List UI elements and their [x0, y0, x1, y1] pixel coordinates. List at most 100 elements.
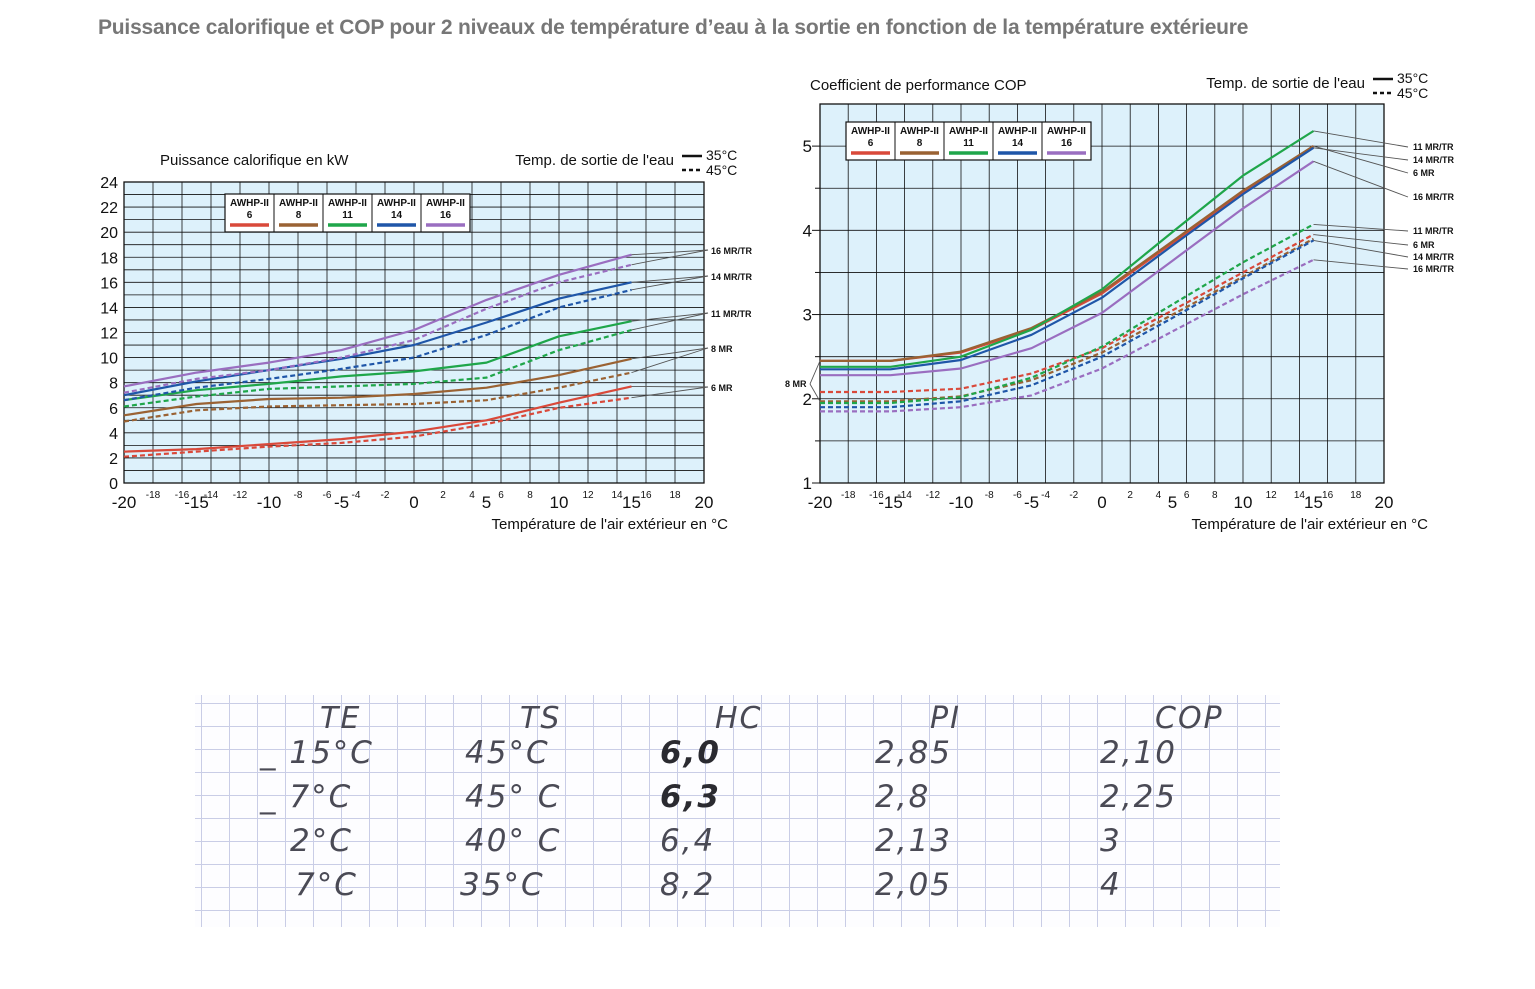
series-annotation-label: 16 MR/TR — [1413, 264, 1455, 274]
model-legend-size: 14 — [1012, 138, 1024, 149]
x-tick-label: 20 — [695, 493, 714, 512]
y-tick-label: 6 — [109, 401, 118, 418]
notes-cell: 45° C — [465, 779, 562, 815]
notes-cell: 2,8 — [875, 779, 931, 815]
notes-cell: 2,25 — [1100, 779, 1178, 815]
model-legend-size: 8 — [296, 210, 302, 221]
model-legend-size: 11 — [963, 138, 974, 149]
model-legend-name: AWHP-II — [900, 126, 939, 137]
annotation-leader-line — [631, 347, 709, 360]
y-tick-label: 22 — [100, 200, 118, 217]
x-tick-label: -20 — [808, 493, 833, 512]
x-tick-label: -15 — [184, 493, 209, 512]
x-minor-tick-label: 18 — [669, 490, 681, 501]
annotation-leader-line — [631, 312, 709, 331]
series-line-14-45 — [820, 239, 1315, 409]
page-title: Puissance calorifique et COP pour 2 nive… — [98, 16, 1249, 39]
notes-cell: _ 7°C — [260, 779, 353, 815]
notes-cell: 6,4 — [660, 823, 716, 859]
y-tick-label: 18 — [100, 250, 118, 267]
series-annotation-label: 8 MR — [711, 344, 733, 354]
notes-header: HC — [715, 701, 763, 736]
series-annotation-label: 6 MR — [1413, 240, 1435, 250]
water-temp-legend-label: Temp. de sortie de l'eau — [1206, 75, 1365, 92]
notes-cell: 2,10 — [1100, 735, 1178, 771]
annotation-leader-line — [1313, 145, 1409, 174]
series-line-8-45 — [123, 371, 632, 423]
model-legend-name: AWHP-II — [230, 198, 269, 209]
x-minor-tick-label: 4 — [469, 490, 475, 501]
x-minor-tick-label: 6 — [1184, 490, 1190, 501]
model-legend-size: 14 — [391, 210, 403, 221]
handwritten-notes-table: TE TS HC PI COP _ 15°C 45°C 6,0 2,85 2,10 _ 7°C 45°… — [195, 695, 1280, 927]
series-line-14-45 — [123, 288, 632, 402]
notes-header: COP — [1155, 701, 1224, 736]
x-minor-tick-label: 12 — [1266, 490, 1278, 501]
series-annotation-label: 14 MR/TR — [1413, 155, 1455, 165]
x-minor-tick-label: -14 — [897, 490, 912, 501]
x-tick-label: 5 — [1168, 493, 1177, 512]
notes-cell: 6,3 — [660, 779, 721, 815]
model-legend-size: 16 — [1061, 138, 1073, 149]
model-legend-name: AWHP-II — [328, 198, 367, 209]
notes-cell: 8,2 — [660, 867, 716, 903]
annotation-leader-line — [809, 360, 821, 385]
legend-35-label: 35°C — [1397, 70, 1428, 86]
model-legend-name: AWHP-II — [1047, 126, 1086, 137]
x-tick-label: -5 — [1024, 493, 1039, 512]
annotation-leader-line — [1313, 223, 1409, 232]
notes-cell: 7°C — [295, 867, 358, 903]
y-tick-label: 12 — [100, 326, 118, 343]
annotation-leader-line — [1313, 130, 1409, 148]
notes-header: TS — [520, 701, 562, 736]
series-line-8-45 — [820, 237, 1315, 403]
annotation-leader-line — [1313, 160, 1409, 198]
x-tick-label: 10 — [550, 493, 569, 512]
series-line-6-45 — [820, 233, 1315, 394]
y-tick-label: 24 — [100, 175, 118, 192]
x-tick-label: -20 — [112, 493, 137, 512]
legend-45-label: 45°C — [706, 162, 737, 178]
model-legend-name: AWHP-II — [426, 198, 465, 209]
series-annotation-label: 14 MR/TR — [711, 272, 753, 282]
y-tick-label: 10 — [100, 351, 118, 368]
series-annotation-label: 8 MR — [785, 379, 807, 389]
y-tick-label: 1 — [803, 474, 812, 493]
chart-title: Puissance calorifique en kW — [160, 152, 349, 169]
model-legend-size: 16 — [440, 210, 452, 221]
series-line-16-35 — [123, 253, 632, 388]
x-tick-label: -5 — [334, 493, 349, 512]
model-legend-name: AWHP-II — [279, 198, 318, 209]
series-line-14-35 — [123, 281, 632, 397]
model-legend-name: AWHP-II — [998, 126, 1037, 137]
y-tick-label: 3 — [803, 306, 812, 325]
y-tick-label: 14 — [100, 300, 118, 317]
y-tick-label: 16 — [100, 275, 118, 292]
y-tick-label: 8 — [109, 376, 118, 393]
x-minor-tick-label: -6 — [1013, 490, 1022, 501]
annotation-leader-line — [631, 347, 709, 374]
annotation-leader-line — [809, 383, 821, 402]
model-legend-name: AWHP-II — [949, 126, 988, 137]
series-annotation-label: 14 MR/TR — [1413, 252, 1455, 262]
notes-cell: 6,0 — [660, 735, 721, 771]
series-line-14-35 — [820, 146, 1315, 371]
notes-cell: 2,85 — [875, 735, 953, 771]
annotation-leader-line — [1313, 234, 1409, 246]
annotation-leader-line — [631, 249, 709, 266]
x-tick-label: 0 — [1097, 493, 1106, 512]
notes-cell: 3 — [1100, 823, 1122, 859]
x-minor-tick-label: -18 — [841, 490, 856, 501]
model-legend-size: 11 — [342, 210, 353, 221]
notes-cell: 40° C — [465, 823, 562, 859]
series-line-6-45 — [123, 396, 632, 458]
series-line-16-45 — [820, 258, 1314, 413]
annotation-leader-line — [631, 275, 709, 291]
series-annotation-label: 16 MR/TR — [711, 246, 753, 256]
x-minor-tick-label: -4 — [352, 490, 361, 501]
y-tick-label: 0 — [109, 476, 118, 493]
x-tick-label: 10 — [1234, 493, 1253, 512]
x-minor-tick-label: 6 — [498, 490, 504, 501]
